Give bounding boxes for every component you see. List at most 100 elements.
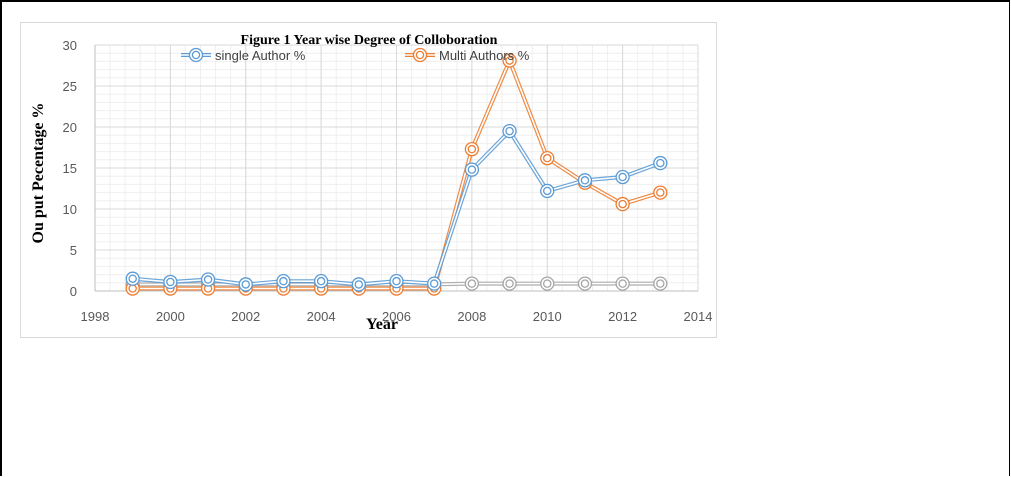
marker-inner-ring: [467, 165, 477, 174]
legend-label: Multi Authors %: [439, 48, 530, 63]
marker-outer-ring: [464, 276, 480, 291]
marker-inner-ring: [316, 276, 326, 286]
marker-outer-ring: [238, 277, 253, 292]
data-point-single: [313, 274, 329, 289]
marker-outer-ring: [540, 151, 555, 166]
marker-inner-ring: [505, 279, 514, 288]
data-point-multi: [615, 196, 630, 212]
y-tick-label: 5: [70, 243, 77, 258]
legend-item-multi: Multi Authors %: [405, 47, 530, 63]
marker-inner-ring: [618, 172, 627, 182]
marker-inner-ring: [279, 276, 288, 286]
data-point-single: [577, 173, 593, 188]
marker-inner-ring: [580, 279, 590, 288]
marker-inner-ring: [543, 279, 552, 288]
marker-outer-ring: [276, 274, 291, 289]
chart-container: 1998 2000 2002 2004 2006 2008 2010 2012 2014 0 5 10…: [20, 22, 717, 338]
marker-outer-ring: [464, 162, 480, 177]
y-tick-label: 25: [63, 79, 77, 94]
y-tick-label: 10: [63, 202, 77, 217]
data-point-single: [125, 271, 140, 286]
y-axis-title: Ou put Pecentage %: [30, 103, 47, 244]
marker-outer-ring: [412, 47, 428, 63]
data-point-single: [200, 272, 216, 287]
marker-inner-ring: [656, 279, 665, 288]
x-tick-label: 2012: [608, 309, 637, 324]
x-tick-label: 2010: [533, 309, 562, 324]
marker-inner-ring: [467, 144, 477, 154]
marker-inner-ring: [392, 276, 401, 286]
marker-inner-ring: [505, 126, 514, 136]
x-tick-label: 2008: [457, 309, 486, 324]
marker-inner-ring: [241, 280, 250, 289]
marker-outer-ring: [125, 271, 140, 286]
marker-outer-ring: [427, 276, 442, 291]
marker-outer-ring: [502, 276, 517, 291]
marker-outer-ring: [615, 169, 630, 185]
marker-inner-ring: [618, 279, 627, 288]
marker-inner-ring: [543, 153, 552, 163]
y-tick-label: 15: [63, 161, 77, 176]
data-point-single: [540, 183, 555, 199]
marker-inner-ring: [354, 280, 364, 289]
marker-inner-ring: [429, 279, 439, 288]
chart-title: Figure 1 Year wise Degree of Colloborati…: [241, 33, 498, 48]
y-tick-label: 30: [63, 38, 77, 53]
marker-inner-ring: [656, 158, 665, 168]
x-tick-label: 1998: [81, 309, 110, 324]
data-point-third: [653, 276, 668, 291]
marker-inner-ring: [467, 279, 477, 288]
marker-outer-ring: [188, 47, 204, 63]
data-point-third: [577, 276, 593, 291]
marker-outer-ring: [577, 276, 593, 291]
marker-inner-ring: [505, 56, 514, 65]
data-point-single: [238, 277, 253, 292]
legend-label: single Author %: [215, 48, 306, 63]
data-point-third: [540, 276, 555, 291]
marker-inner-ring: [191, 50, 201, 60]
legend-item-single: single Author %: [181, 47, 306, 63]
data-point-single: [653, 155, 668, 171]
marker-outer-ring: [163, 274, 178, 290]
marker-outer-ring: [653, 185, 668, 200]
x-tick-label: 2000: [156, 309, 185, 324]
marker-inner-ring: [618, 199, 627, 209]
series-single: [125, 123, 668, 292]
marker-inner-ring: [543, 186, 552, 196]
data-point-single: [276, 274, 291, 289]
data-point-single: [163, 274, 178, 290]
x-axis-title: Year: [366, 316, 398, 333]
y-tick-label: 0: [70, 284, 77, 299]
data-point-single: [502, 123, 517, 139]
data-point-single: [464, 162, 480, 177]
marker-outer-ring: [200, 272, 216, 287]
marker-outer-ring: [351, 277, 366, 292]
chart-svg: 1998 2000 2002 2004 2006 2008 2010 2012 2014 0 5 10…: [30, 33, 713, 333]
data-point-third: [464, 276, 480, 291]
marker-inner-ring: [580, 176, 590, 185]
data-point-multi: [502, 53, 517, 68]
marker-outer-ring: [502, 53, 517, 68]
y-tick-label: 20: [63, 120, 77, 135]
marker-outer-ring: [615, 196, 630, 212]
marker-outer-ring: [502, 123, 517, 139]
marker-inner-ring: [415, 50, 425, 60]
marker-outer-ring: [540, 183, 555, 199]
series-layer: [125, 53, 668, 296]
legend-marker: [412, 47, 428, 63]
marker-inner-ring: [166, 277, 175, 287]
marker-outer-ring: [389, 274, 404, 289]
marker-inner-ring: [128, 274, 137, 283]
legend-marker: [188, 47, 204, 63]
data-point-third: [502, 276, 517, 291]
data-point-multi: [464, 141, 480, 157]
data-point-multi: [653, 185, 668, 200]
marker-outer-ring: [653, 155, 668, 171]
marker-outer-ring: [653, 276, 668, 291]
data-point-single: [351, 277, 366, 292]
marker-outer-ring: [464, 141, 480, 157]
x-tick-label: 2014: [684, 309, 713, 324]
marker-outer-ring: [577, 173, 593, 188]
x-tick-label: 2006: [382, 309, 411, 324]
